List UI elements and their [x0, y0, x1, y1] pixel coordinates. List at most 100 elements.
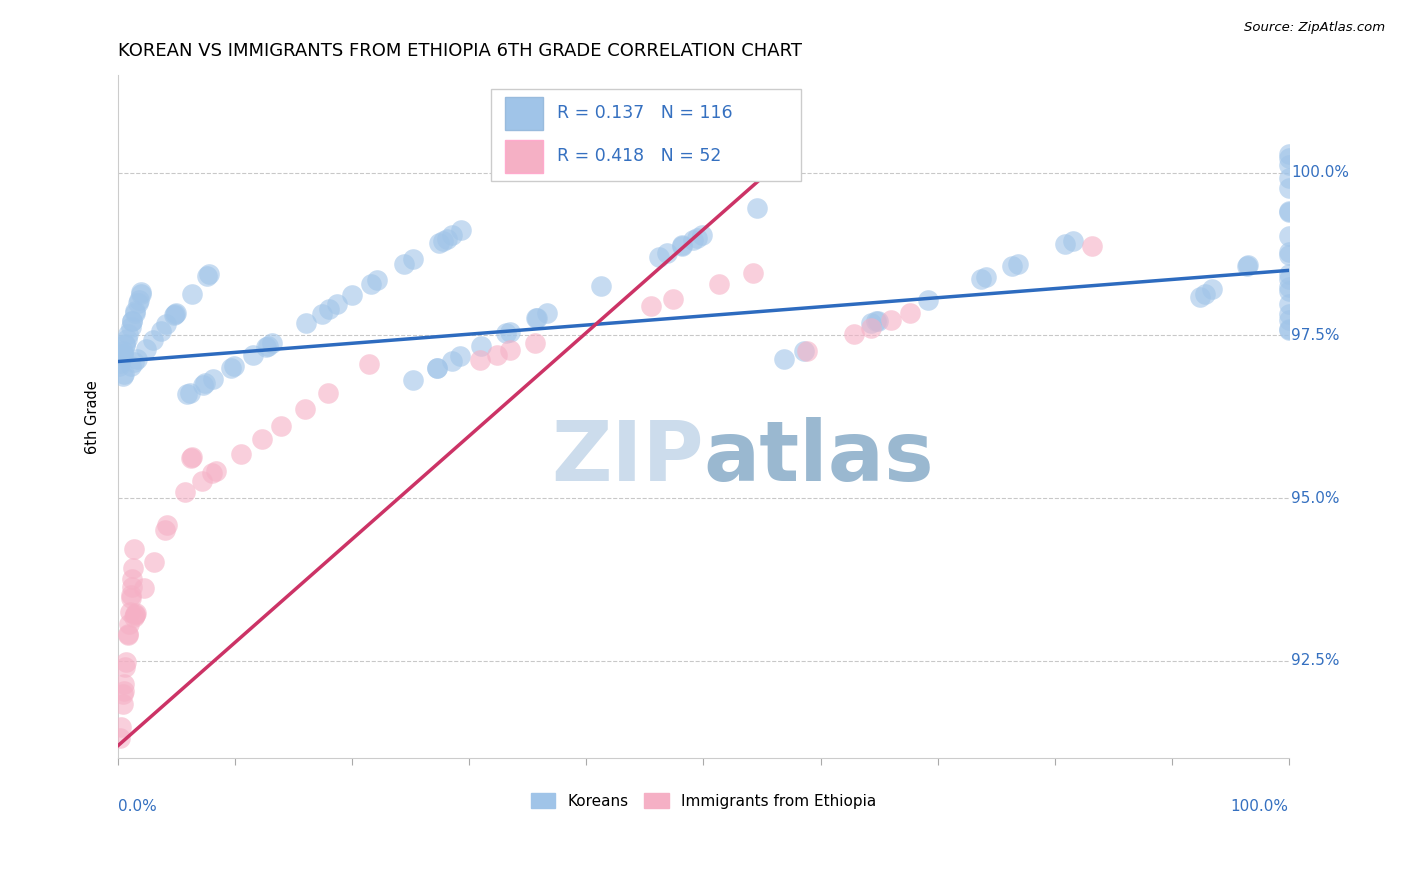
Point — [120, 359, 142, 373]
Point — [1278, 313, 1301, 327]
Point — [402, 252, 425, 266]
Point — [114, 367, 136, 381]
Point — [366, 273, 388, 287]
Point — [318, 302, 340, 317]
Point — [180, 451, 202, 466]
Text: atlas: atlas — [703, 417, 934, 499]
Point — [536, 306, 558, 320]
Point — [523, 335, 546, 350]
Text: 92.5%: 92.5% — [1291, 653, 1340, 668]
Point — [155, 317, 177, 331]
Point — [260, 336, 283, 351]
Bar — [491, 89, 800, 181]
Point — [165, 307, 187, 321]
Point — [150, 324, 173, 338]
Point — [1278, 280, 1301, 294]
Point — [859, 320, 882, 334]
Point — [359, 357, 381, 371]
Point — [142, 334, 165, 348]
Point — [1278, 245, 1301, 260]
Point — [526, 311, 548, 326]
Point — [662, 292, 685, 306]
Point — [470, 339, 492, 353]
Point — [112, 684, 135, 698]
Point — [436, 231, 458, 245]
Point — [194, 376, 217, 391]
Point — [1278, 284, 1301, 298]
Point — [1063, 234, 1085, 248]
Point — [229, 447, 252, 461]
Point — [671, 238, 693, 252]
Point — [114, 337, 136, 351]
Y-axis label: 6th Grade: 6th Grade — [86, 380, 100, 454]
Point — [1278, 324, 1301, 338]
Point — [686, 231, 709, 245]
Point — [201, 467, 224, 481]
Point — [191, 474, 214, 488]
Point — [124, 606, 146, 620]
Point — [124, 355, 146, 369]
Point — [128, 293, 150, 308]
Point — [111, 347, 134, 361]
Point — [707, 277, 730, 291]
Point — [254, 340, 277, 354]
Point — [125, 351, 148, 366]
Point — [1278, 322, 1301, 336]
Point — [224, 359, 246, 373]
Point — [117, 327, 139, 342]
Point — [122, 610, 145, 624]
Point — [640, 299, 662, 313]
Point — [470, 352, 492, 367]
Point — [165, 306, 187, 320]
Point — [450, 223, 472, 237]
Point — [326, 297, 349, 311]
Point — [1278, 297, 1301, 311]
Point — [205, 464, 228, 478]
Point — [129, 285, 152, 300]
Text: KOREAN VS IMMIGRANTS FROM ETHIOPIA 6TH GRADE CORRELATION CHART: KOREAN VS IMMIGRANTS FROM ETHIOPIA 6TH G… — [118, 42, 803, 60]
Point — [974, 269, 997, 284]
Point — [117, 627, 139, 641]
Point — [124, 608, 146, 623]
Text: 0.0%: 0.0% — [118, 799, 157, 814]
Point — [682, 233, 704, 247]
Point — [1236, 259, 1258, 273]
Point — [108, 359, 131, 374]
Point — [124, 306, 146, 320]
Point — [115, 332, 138, 346]
Point — [524, 311, 547, 326]
Point — [135, 342, 157, 356]
Point — [257, 339, 280, 353]
Point — [112, 344, 135, 359]
Bar — [505, 140, 543, 173]
Point — [180, 450, 202, 465]
Text: 100.0%: 100.0% — [1230, 799, 1289, 814]
Point — [120, 589, 142, 603]
Point — [294, 402, 316, 417]
Point — [122, 561, 145, 575]
Point — [124, 607, 146, 621]
Point — [793, 343, 815, 358]
Point — [486, 347, 509, 361]
Point — [1278, 158, 1301, 172]
Point — [655, 246, 678, 260]
Point — [176, 387, 198, 401]
Point — [195, 268, 218, 283]
Point — [860, 317, 883, 331]
Point — [143, 555, 166, 569]
Point — [114, 660, 136, 674]
Point — [155, 523, 177, 537]
Point — [112, 677, 135, 691]
Point — [121, 572, 143, 586]
Point — [163, 309, 186, 323]
Point — [114, 655, 136, 669]
Point — [690, 228, 713, 243]
Point — [970, 272, 993, 286]
Point — [741, 266, 763, 280]
Point — [1081, 238, 1104, 252]
Point — [1278, 248, 1301, 262]
Point — [671, 238, 693, 252]
Point — [114, 338, 136, 352]
Point — [440, 353, 463, 368]
Point — [1053, 237, 1076, 252]
